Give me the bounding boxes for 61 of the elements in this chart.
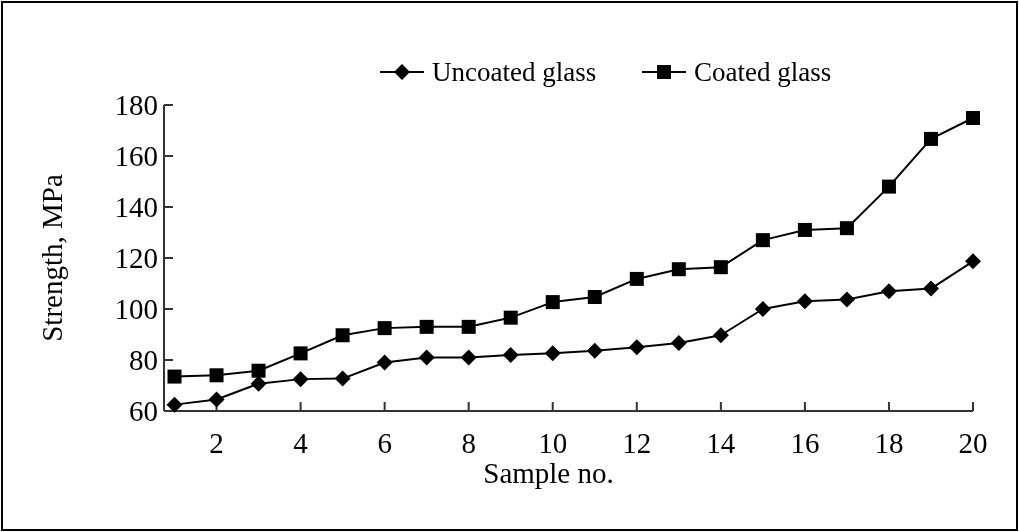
point	[166, 396, 183, 413]
point	[922, 280, 939, 297]
x-tick-label: 12	[622, 427, 652, 459]
point	[251, 363, 266, 378]
point	[628, 339, 645, 356]
point	[334, 370, 351, 387]
x-tick-label: 4	[293, 427, 309, 459]
point	[208, 391, 225, 408]
x-tick-label: 6	[377, 427, 392, 459]
y-tick-label: 100	[114, 293, 158, 325]
point	[797, 222, 812, 237]
point	[418, 349, 435, 366]
point	[461, 319, 476, 334]
x-tick-label: 18	[874, 427, 904, 459]
x-tick-label: 16	[790, 427, 820, 459]
point	[923, 131, 938, 146]
y-axis-title: Strength, MPa	[36, 174, 68, 342]
y-tick-label: 160	[114, 140, 158, 172]
point	[587, 290, 602, 305]
point	[377, 321, 392, 336]
point	[292, 371, 309, 388]
x-tick-label: 10	[538, 427, 568, 459]
point	[503, 310, 518, 325]
y-tick-label: 140	[114, 191, 158, 223]
point	[629, 271, 644, 286]
point	[671, 262, 686, 277]
point	[839, 221, 854, 236]
point	[670, 334, 687, 351]
point	[209, 368, 224, 383]
x-axis-title: Sample no.	[483, 457, 614, 489]
point	[966, 111, 980, 126]
y-tick-label: 60	[129, 395, 158, 427]
point	[838, 291, 855, 308]
point	[880, 283, 897, 300]
y-tick-label: 120	[114, 242, 158, 274]
point	[376, 354, 393, 371]
x-tick-label: 2	[209, 427, 224, 459]
point	[796, 293, 813, 310]
point	[755, 233, 770, 248]
point	[335, 328, 350, 343]
point	[419, 319, 434, 334]
point	[754, 301, 771, 317]
point	[881, 179, 896, 194]
point	[713, 260, 728, 275]
point	[293, 346, 308, 361]
point	[712, 327, 729, 344]
legend-label: Coated glass	[694, 57, 832, 87]
point	[545, 295, 560, 310]
x-tick-label: 14	[706, 427, 736, 459]
point	[250, 375, 267, 392]
y-tick-label: 180	[114, 89, 158, 121]
point	[167, 369, 182, 384]
x-tick-label: 20	[958, 427, 988, 459]
x-tick-label: 8	[461, 427, 476, 459]
y-tick-label: 80	[129, 344, 158, 376]
point	[460, 349, 477, 366]
point	[544, 345, 561, 362]
point	[586, 342, 603, 359]
point	[965, 253, 981, 270]
point	[502, 346, 519, 363]
legend-label: Uncoated glass	[432, 57, 597, 87]
